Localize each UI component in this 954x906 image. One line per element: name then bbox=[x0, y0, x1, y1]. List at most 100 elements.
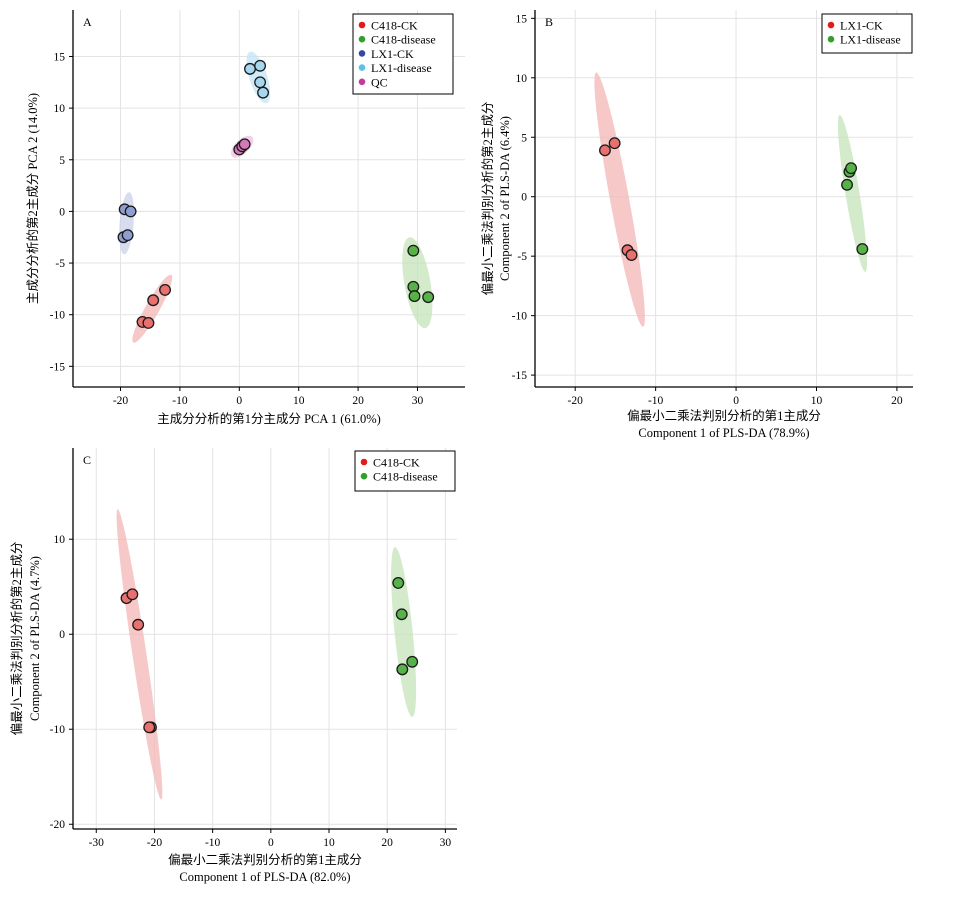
data-point bbox=[143, 721, 156, 734]
data-point bbox=[257, 86, 270, 99]
x-tick-label: 20 bbox=[381, 837, 393, 849]
data-point bbox=[147, 294, 160, 307]
x-tick-label: 10 bbox=[811, 395, 823, 407]
legend-label: LX1-disease bbox=[840, 33, 901, 47]
panel-b: -20 -10 0 10 20 -15 -10 -5 0 5 10 15 B 偏最小二乘法判别分析的第1主… bbox=[480, 10, 913, 440]
y-tick-label: -5 bbox=[55, 258, 65, 270]
legend-marker bbox=[358, 64, 366, 71]
legend-box bbox=[352, 13, 454, 95]
legend-marker bbox=[827, 35, 835, 43]
panel-letter: B bbox=[545, 15, 553, 29]
data-point bbox=[254, 76, 267, 89]
x-tick-label: -20 bbox=[113, 395, 129, 407]
panel-a: -20 -10 0 10 20 30 -15 -10 -5 0 5 10 15 A 主成分分析的第1分主成分… bbox=[25, 10, 465, 426]
data-point bbox=[392, 576, 405, 589]
panel-letter: C bbox=[83, 453, 91, 467]
x-tick-label: -30 bbox=[89, 837, 105, 849]
panel-c: -30 -20 -10 0 10 20 30 -20 -10 0 10 C 偏最小二乘法判别分析的第1主… bbox=[9, 448, 457, 884]
y-axis-label: 主成分分析的第2主成分 PCA 2 (14.0%) bbox=[25, 93, 40, 304]
confidence-ellipses bbox=[594, 72, 868, 327]
legend-label: C418-disease bbox=[371, 33, 436, 47]
y-tick-label: -15 bbox=[50, 361, 66, 373]
x-tick-label: 0 bbox=[236, 395, 242, 407]
data-point bbox=[407, 244, 420, 257]
x-tick-label: 20 bbox=[891, 395, 903, 407]
data-point bbox=[396, 663, 409, 676]
confidence-ellipse bbox=[119, 192, 135, 255]
legend-label: LX1-CK bbox=[371, 47, 414, 61]
legend-marker bbox=[358, 78, 366, 86]
y-tick-label: -10 bbox=[50, 724, 66, 736]
y-tick-label: -15 bbox=[512, 370, 528, 382]
legend-label: LX1-CK bbox=[840, 19, 883, 33]
confidence-ellipse bbox=[391, 547, 417, 718]
x-tick-label: 10 bbox=[323, 837, 335, 849]
confidence-ellipse bbox=[132, 274, 173, 343]
data-point bbox=[159, 283, 172, 296]
legend-marker bbox=[360, 472, 368, 480]
data-points bbox=[120, 576, 419, 734]
x-axis-label: Component 1 of PLS-DA (82.0%) bbox=[179, 870, 350, 884]
x-tick-label: 30 bbox=[412, 395, 424, 407]
data-point bbox=[238, 138, 251, 151]
y-tick-label: 0 bbox=[59, 206, 65, 218]
x-tick-label: -10 bbox=[648, 395, 664, 407]
confidence-ellipse bbox=[837, 114, 868, 272]
y-tick-label: -10 bbox=[512, 311, 528, 323]
y-tick-label: 15 bbox=[54, 51, 66, 63]
x-axis-label: 偏最小二乘法判别分析的第1主成分 bbox=[627, 408, 821, 423]
x-tick-label: -20 bbox=[568, 395, 584, 407]
y-tick-label: -5 bbox=[517, 251, 527, 263]
legend-label: C418-CK bbox=[371, 19, 418, 33]
y-axis-label: Component 2 of PLS-DA (6.4%) bbox=[498, 116, 512, 281]
x-tick-label: 0 bbox=[733, 395, 739, 407]
data-point bbox=[142, 317, 155, 329]
data-point bbox=[856, 243, 869, 255]
data-point bbox=[126, 588, 139, 601]
y-axis-label: Component 2 of PLS-DA (4.7%) bbox=[28, 556, 42, 721]
y-tick-label: -10 bbox=[50, 310, 66, 322]
y-tick-label: 10 bbox=[54, 534, 66, 546]
y-axis-label: 偏最小二乘法判别分析的第2主成分 bbox=[9, 542, 24, 736]
data-point bbox=[422, 291, 435, 304]
data-point bbox=[599, 144, 611, 157]
confidence-ellipses bbox=[116, 509, 417, 800]
x-tick-label: 20 bbox=[352, 395, 364, 407]
legend-label: C418-disease bbox=[373, 470, 438, 484]
legend-marker bbox=[358, 21, 366, 29]
y-tick-label: -20 bbox=[50, 819, 66, 831]
y-tick-label: 5 bbox=[59, 155, 65, 167]
data-point bbox=[244, 62, 256, 75]
data-point bbox=[408, 290, 421, 303]
data-point bbox=[406, 655, 419, 668]
confidence-ellipse bbox=[594, 72, 645, 327]
panel-letter: A bbox=[83, 15, 92, 29]
y-tick-label: 10 bbox=[54, 103, 66, 115]
legend-label: LX1-disease bbox=[371, 61, 432, 75]
data-point bbox=[254, 59, 267, 72]
data-point bbox=[124, 205, 137, 218]
data-point bbox=[845, 162, 858, 175]
legend-box bbox=[354, 450, 456, 492]
data-point bbox=[121, 229, 134, 242]
x-axis-label: 偏最小二乘法判别分析的第1主成分 bbox=[168, 852, 362, 867]
x-tick-label: 0 bbox=[268, 837, 274, 849]
legend-box bbox=[821, 13, 913, 54]
legend-label: QC bbox=[371, 75, 388, 89]
y-tick-label: 10 bbox=[516, 73, 528, 85]
x-axis-label: Component 1 of PLS-DA (78.9%) bbox=[638, 426, 809, 440]
data-point bbox=[608, 137, 621, 150]
confidence-ellipse bbox=[116, 509, 163, 800]
y-tick-label: 15 bbox=[516, 13, 528, 25]
data-point bbox=[395, 608, 408, 621]
x-tick-label: -10 bbox=[172, 395, 188, 407]
x-tick-label: -10 bbox=[205, 837, 221, 849]
data-point bbox=[132, 618, 145, 631]
x-tick-label: 30 bbox=[440, 837, 452, 849]
y-tick-label: 0 bbox=[59, 629, 65, 641]
legend-marker bbox=[358, 35, 366, 43]
gridlines bbox=[535, 10, 913, 387]
